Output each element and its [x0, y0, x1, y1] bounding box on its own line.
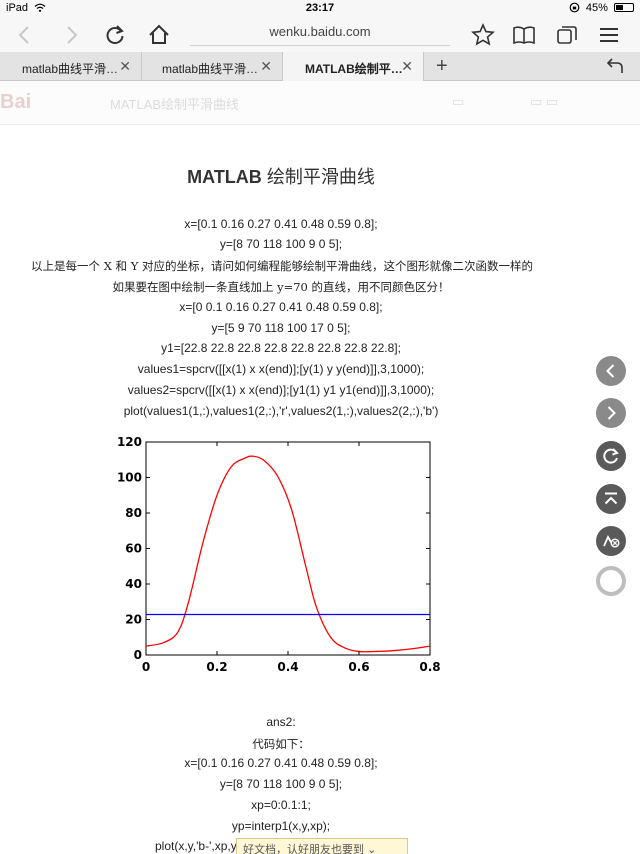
x-tick-label: 0.8: [419, 660, 440, 674]
text-line: x=[0.1 0.16 0.27 0.41 0.48 0.59 0.8];: [184, 217, 378, 231]
text-line: x=[0.1 0.16 0.27 0.41 0.48 0.59 0.8];: [184, 756, 378, 770]
reload-icon[interactable]: [102, 22, 128, 48]
tab-2-close-icon[interactable]: ✕: [260, 58, 272, 74]
no-image-icon: [603, 535, 620, 548]
refresh-button[interactable]: [596, 441, 626, 471]
no-image-mode-button[interactable]: [596, 526, 626, 556]
forward-icon[interactable]: [58, 22, 84, 48]
text-line: plot(x,y,'b-',xp,y: [155, 839, 237, 853]
tab-1-close-icon[interactable]: ✕: [119, 58, 131, 74]
chevron-left-icon: [606, 364, 615, 378]
text-line: 代码如下：: [252, 737, 310, 751]
next-page-button[interactable]: [596, 398, 626, 428]
y-tick-label: 100: [117, 471, 142, 485]
tab-bar: matlab曲线平滑… ✕ matlab曲线平滑… ✕ MATLAB绘制平… ✕…: [0, 52, 640, 81]
previous-page-button[interactable]: [596, 356, 626, 386]
text-line: ans2:: [266, 715, 296, 729]
text-line: y=[8 70 118 100 9 0 5];: [219, 237, 343, 251]
x-tick-label: 0.2: [206, 660, 227, 674]
address-bar[interactable]: wenku.baidu.com: [269, 24, 371, 39]
tab-2[interactable]: matlab曲线平滑… ✕: [142, 52, 283, 81]
text-line: 以上是每一个 X 和 Y 对应的坐标，请问如何编程能够绘制平滑曲线，这个图形就像…: [31, 259, 533, 273]
x-tick-label: 0: [142, 660, 150, 674]
tab-2-label: matlab曲线平滑…: [162, 62, 259, 76]
site-logo[interactable]: Bai: [0, 91, 32, 113]
x-tick-label: 0.4: [277, 660, 298, 674]
clock: 23:17: [305, 2, 335, 14]
y-tick-label: 80: [125, 506, 142, 520]
document-title-latin: MATLAB: [187, 167, 262, 187]
battery-fill: [616, 5, 623, 10]
browser-toolbar: wenku.baidu.com: [0, 18, 640, 52]
text-line: values2=spcrv([[x(1) x x(end)];[y1(1) y1…: [127, 383, 435, 397]
text-line: x=[0 0.1 0.16 0.27 0.41 0.48 0.59 0.8];: [179, 300, 383, 314]
y-tick-label: 20: [125, 613, 142, 627]
reading-list-icon[interactable]: [511, 22, 537, 48]
y-tick-label: 40: [125, 577, 142, 591]
undo-icon[interactable]: [606, 56, 626, 76]
tab-1-label: matlab曲线平滑…: [22, 62, 119, 76]
device-label: iPad: [6, 2, 46, 14]
tabs-icon[interactable]: [554, 22, 580, 48]
status-bar: iPad 23:17 45%: [0, 0, 640, 18]
scroll-to-top-icon: [604, 492, 618, 505]
text-line: yp=interp1(x,y,xp);: [231, 819, 331, 833]
feedback-popup[interactable]: 好文档，认好朋友也要到 ⌄: [236, 838, 408, 854]
wifi-icon: [34, 3, 46, 12]
battery-icon: [614, 3, 634, 12]
series-1-line: [145, 455, 431, 653]
tab-3-label: MATLAB绘制平…: [305, 62, 403, 76]
site-header-title: MATLAB绘制平滑曲线: [110, 97, 240, 112]
document-title: MATLAB 绘制平滑曲线: [0, 163, 562, 189]
text-line: xp=0:0.1:1;: [251, 798, 311, 812]
text-line: y=[8 70 118 100 9 0 5];: [219, 777, 343, 791]
tab-3-active[interactable]: MATLAB绘制平… ✕: [283, 52, 424, 81]
new-tab-icon[interactable]: +: [436, 55, 448, 77]
home-icon[interactable]: [146, 22, 172, 48]
matlab-plot: 0 0.2 0.4 0.6 0.8 0 20 40 60 80 100 120: [117, 435, 441, 674]
scroll-top-button[interactable]: [596, 484, 626, 514]
tab-1[interactable]: matlab曲线平滑… ✕: [0, 52, 142, 81]
battery-percent: 45%: [585, 2, 608, 14]
bookmark-star-icon[interactable]: [470, 22, 496, 48]
text-line: y=[5 9 70 118 100 17 0 5];: [211, 321, 351, 335]
popup-text: 好文档，认好朋友也要到: [243, 844, 364, 854]
plot-axes-box: [145, 441, 431, 656]
orientation-lock-icon: [569, 2, 580, 13]
text-line: values1=spcrv([[x(1) x x(end)];[y(1) y y…: [137, 362, 425, 376]
y-tick-label: 120: [117, 435, 142, 449]
menu-icon[interactable]: [596, 22, 622, 48]
y-tick-label: 60: [125, 542, 142, 556]
chevron-right-icon: [607, 406, 616, 420]
text-line: 如果要在图中绘制一条直线加上 y=70 的直线，用不同颜色区分！: [112, 280, 450, 294]
text-line: y1=[22.8 22.8 22.8 22.8 22.8 22.8 22.8 2…: [161, 341, 401, 355]
back-icon[interactable]: [12, 22, 38, 48]
header-link-1[interactable]: ▭: [452, 94, 465, 109]
loading-ring-icon: [596, 566, 626, 596]
refresh-icon: [603, 448, 619, 464]
y-tick-label: 0: [134, 648, 142, 662]
document-title-cn: 绘制平滑曲线: [266, 167, 375, 188]
battery-status: 45%: [569, 2, 634, 14]
x-tick-label: 0.6: [348, 660, 369, 674]
site-header: Bai MATLAB绘制平滑曲线 ▭ ▭ ▭: [0, 81, 640, 125]
tab-3-close-icon[interactable]: ✕: [401, 58, 413, 74]
header-link-2[interactable]: ▭ ▭: [530, 94, 559, 109]
chevron-down-icon[interactable]: ⌄: [367, 844, 377, 854]
address-underline: [190, 45, 450, 46]
text-line: plot(values1(1,:),values1(2,:),'r',value…: [123, 404, 439, 418]
